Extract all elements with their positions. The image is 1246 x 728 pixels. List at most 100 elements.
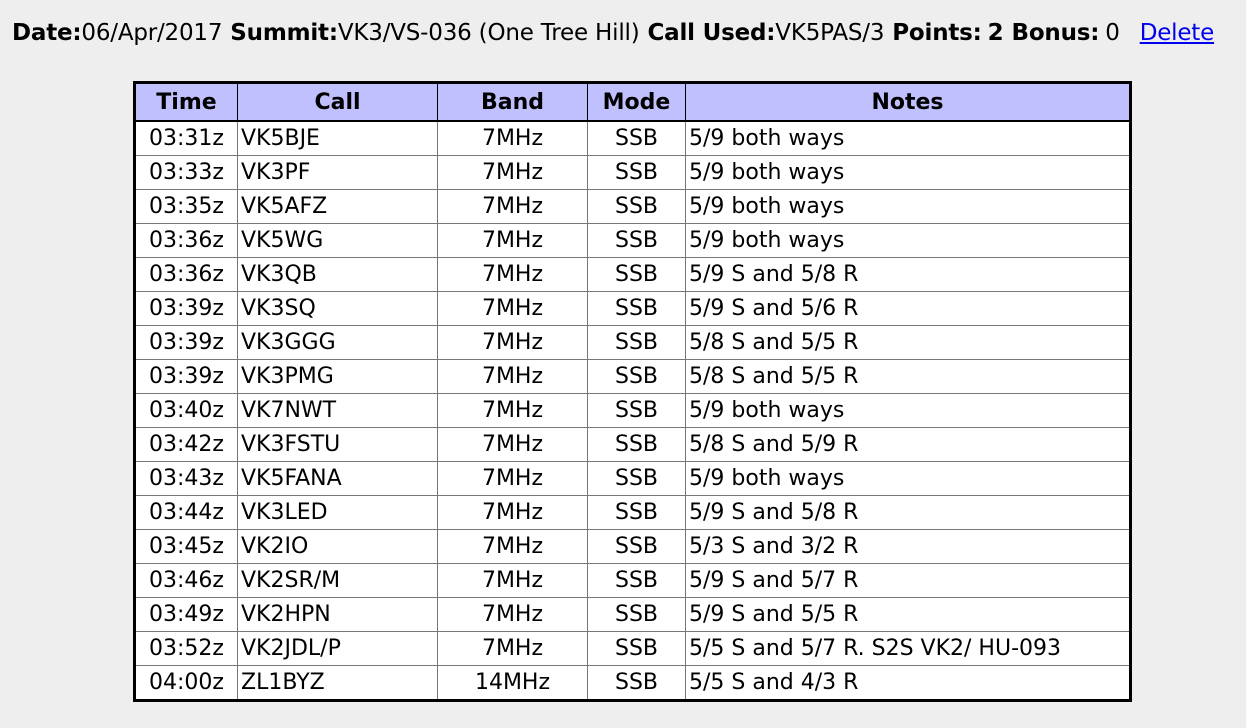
table-row: 03:39z VK3GGG 7MHz SSB 5/8 S and 5/5 R: [134, 325, 1131, 360]
column-header-call: Call: [237, 82, 438, 122]
cell-notes: 5/9 both ways: [685, 120, 1131, 156]
cell-band: 14MHz: [437, 665, 588, 701]
date-label: Date:: [12, 20, 82, 46]
header-row: Time Call Band Mode Notes: [134, 82, 1131, 122]
table-body: 03:31z VK5BJE 7MHz SSB 5/9 both ways 03:33z VK…: [134, 120, 1131, 701]
cell-time: 03:35z: [134, 189, 238, 224]
cell-call: VK5FANA: [237, 461, 438, 496]
cell-time: 03:36z: [134, 257, 238, 292]
cell-time: 04:00z: [134, 665, 238, 701]
cell-time: 03:52z: [134, 631, 238, 666]
cell-notes: 5/9 both ways: [685, 155, 1131, 190]
cell-band: 7MHz: [437, 325, 588, 360]
points-value: 2: [987, 20, 1004, 46]
qso-log-table: Time Call Band Mode Notes 03:31z VK5BJE 7M…: [133, 81, 1132, 702]
cell-band: 7MHz: [437, 427, 588, 462]
cell-band: 7MHz: [437, 155, 588, 190]
table-header: Time Call Band Mode Notes: [134, 82, 1131, 122]
cell-call: ZL1BYZ: [237, 665, 438, 701]
cell-band: 7MHz: [437, 597, 588, 632]
table-row: 03:42z VK3FSTU 7MHz SSB 5/8 S and 5/9 R: [134, 427, 1131, 462]
cell-mode: SSB: [587, 529, 686, 564]
cell-mode: SSB: [587, 563, 686, 598]
cell-call: VK2JDL/P: [237, 631, 438, 666]
cell-notes: 5/9 both ways: [685, 189, 1131, 224]
cell-call: VK3LED: [237, 495, 438, 530]
column-header-band: Band: [437, 82, 588, 122]
delete-link[interactable]: Delete: [1139, 20, 1215, 46]
cell-call: VK2IO: [237, 529, 438, 564]
cell-notes: 5/3 S and 3/2 R: [685, 529, 1131, 564]
cell-call: VK3PF: [237, 155, 438, 190]
cell-band: 7MHz: [437, 529, 588, 564]
cell-band: 7MHz: [437, 631, 588, 666]
cell-mode: SSB: [587, 427, 686, 462]
cell-time: 03:49z: [134, 597, 238, 632]
cell-call: VK3GGG: [237, 325, 438, 360]
cell-band: 7MHz: [437, 359, 588, 394]
cell-notes: 5/8 S and 5/9 R: [685, 427, 1131, 462]
cell-mode: SSB: [587, 665, 686, 701]
activation-summary: Date:06/Apr/2017 Summit:VK3/VS-036 (One T…: [12, 18, 1214, 48]
cell-call: VK3SQ: [237, 291, 438, 326]
cell-band: 7MHz: [437, 223, 588, 258]
table-row: 03:33z VK3PF 7MHz SSB 5/9 both ways: [134, 155, 1131, 190]
cell-band: 7MHz: [437, 563, 588, 598]
cell-notes: 5/9 S and 5/6 R: [685, 291, 1131, 326]
table-row: 03:52z VK2JDL/P 7MHz SSB 5/5 S and 5/7 R. S2…: [134, 631, 1131, 666]
cell-notes: 5/9 S and 5/5 R: [685, 597, 1131, 632]
cell-notes: 5/8 S and 5/5 R: [685, 359, 1131, 394]
column-header-notes: Notes: [685, 82, 1131, 122]
table-row: 03:49z VK2HPN 7MHz SSB 5/9 S and 5/5 R: [134, 597, 1131, 632]
cell-mode: SSB: [587, 631, 686, 666]
cell-call: VK7NWT: [237, 393, 438, 428]
cell-time: 03:31z: [134, 120, 238, 156]
table-row: 03:36z VK5WG 7MHz SSB 5/9 both ways: [134, 223, 1131, 258]
cell-call: VK3FSTU: [237, 427, 438, 462]
cell-notes: 5/5 S and 4/3 R: [685, 665, 1131, 701]
table-row: 04:00z ZL1BYZ 14MHz SSB 5/5 S and 4/3 R: [134, 665, 1131, 701]
cell-notes: 5/9 S and 5/7 R: [685, 563, 1131, 598]
cell-band: 7MHz: [437, 461, 588, 496]
summit-label: Summit:: [230, 20, 338, 46]
cell-band: 7MHz: [437, 291, 588, 326]
cell-time: 03:45z: [134, 529, 238, 564]
cell-band: 7MHz: [437, 257, 588, 292]
table-row: 03:44z VK3LED 7MHz SSB 5/9 S and 5/8 R: [134, 495, 1131, 530]
table-row: 03:39z VK3PMG 7MHz SSB 5/8 S and 5/5 R: [134, 359, 1131, 394]
cell-call: VK3PMG: [237, 359, 438, 394]
cell-time: 03:36z: [134, 223, 238, 258]
cell-notes: 5/9 both ways: [685, 461, 1131, 496]
cell-time: 03:42z: [134, 427, 238, 462]
call-used-label: Call Used:: [647, 20, 776, 46]
cell-mode: SSB: [587, 495, 686, 530]
cell-band: 7MHz: [437, 393, 588, 428]
cell-call: VK2SR/M: [237, 563, 438, 598]
cell-mode: SSB: [587, 189, 686, 224]
cell-mode: SSB: [587, 393, 686, 428]
cell-time: 03:39z: [134, 359, 238, 394]
cell-time: 03:46z: [134, 563, 238, 598]
column-header-time: Time: [134, 82, 238, 122]
table-row: 03:40z VK7NWT 7MHz SSB 5/9 both ways: [134, 393, 1131, 428]
cell-notes: 5/9 S and 5/8 R: [685, 257, 1131, 292]
cell-mode: SSB: [587, 120, 686, 156]
cell-notes: 5/9 S and 5/8 R: [685, 495, 1131, 530]
cell-notes: 5/5 S and 5/7 R. S2S VK2/ HU-093: [685, 631, 1131, 666]
cell-time: 03:33z: [134, 155, 238, 190]
cell-mode: SSB: [587, 223, 686, 258]
table-row: 03:46z VK2SR/M 7MHz SSB 5/9 S and 5/7 R: [134, 563, 1131, 598]
cell-call: VK5BJE: [237, 120, 438, 156]
cell-band: 7MHz: [437, 495, 588, 530]
column-header-mode: Mode: [587, 82, 686, 122]
cell-time: 03:43z: [134, 461, 238, 496]
cell-band: 7MHz: [437, 189, 588, 224]
table-row: 03:36z VK3QB 7MHz SSB 5/9 S and 5/8 R: [134, 257, 1131, 292]
table-row: 03:39z VK3SQ 7MHz SSB 5/9 S and 5/6 R: [134, 291, 1131, 326]
cell-time: 03:44z: [134, 495, 238, 530]
cell-mode: SSB: [587, 291, 686, 326]
table-row: 03:43z VK5FANA 7MHz SSB 5/9 both ways: [134, 461, 1131, 496]
cell-mode: SSB: [587, 359, 686, 394]
cell-call: VK3QB: [237, 257, 438, 292]
call-used-value: VK5PAS/3: [775, 20, 885, 46]
